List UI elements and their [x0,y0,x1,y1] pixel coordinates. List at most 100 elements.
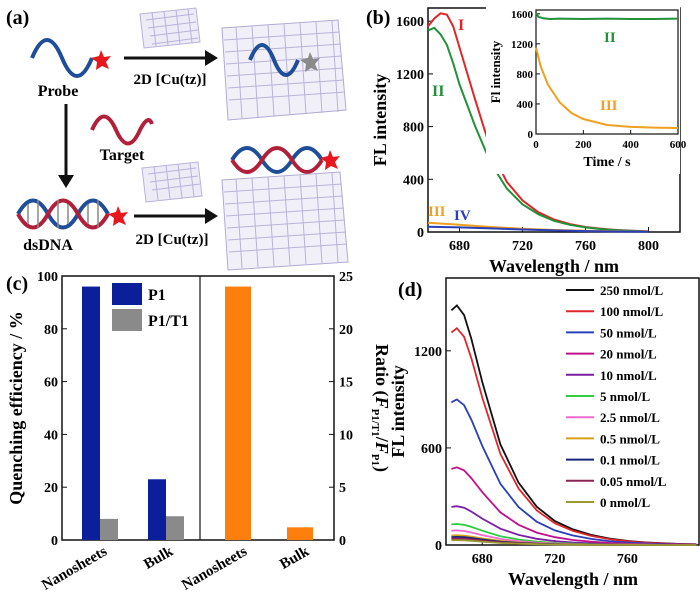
bar-nanosheets-p1-t1 [100,518,118,540]
ratio-bar-bulk [287,527,313,540]
legend-label-d: 0.05 nmol/L [600,474,667,489]
y-tick-label-c-right: 25 [339,270,353,285]
target-label: Target [100,147,145,164]
series-line-IV [427,225,649,233]
ratio-bar-nanosheets [225,286,251,540]
released-dsdna-icon [230,146,324,174]
series-label-I: I [458,17,464,34]
y-axis-label-d: FL intensity [388,365,408,458]
y-tick-label-d: 1200 [414,345,442,360]
y-tick-label-c-right: 20 [339,323,353,338]
x-axis-label-inset: Time / s [583,155,631,170]
y-tick-label-b: 1600 [396,15,424,30]
mof-sheet-small-bottom-icon [141,161,203,203]
mof-label-bottom: 2D [Cu(tz)] [136,232,209,248]
series-label-II: II [432,83,444,100]
legend-label-d: 10 nmol/L [600,368,657,383]
target-strand-icon [90,114,154,146]
series-line-II [427,26,649,233]
released-dsdna-fluorophore-icon [320,150,340,170]
chart-b-inset: 0 400 800 1200 1600 0 200 400 600 Time / s Fl inte… [486,6,687,174]
panel-c-label: (c) [6,273,28,295]
adsorbed-probe-strand-icon [248,43,300,77]
panel-b-label: (b) [366,7,390,29]
dsdna-label: dsDNA [23,237,73,254]
panel-a-label: (a) [6,7,29,29]
x-axis-label-d: Wavelength / nm [508,569,638,589]
y-tick-label-inset: 800 [517,69,534,81]
dsdna-double-helix-icon [16,198,110,230]
x-tick-label-d: 760 [617,552,638,567]
y-tick-label-b: 800 [403,121,424,136]
x-tick-label-d: 720 [544,552,565,567]
plot-frame-inset [535,9,679,135]
chart-c-legend: P1 P1/T1 [112,283,189,331]
panel-c: (c) 0 20 40 60 80 100 0 5 10 15 20 25 Quenching effi… [6,270,392,594]
y-tick-label-c-right: 0 [339,534,346,549]
bar-bulk-p1 [148,479,166,540]
panel-d: (d) 0 600 1200 680 720 760 Wavelength / nm FL i… [388,277,700,589]
y-tick-label-c-left: 0 [51,534,58,549]
y-axis-label-c-left: Quenching efficiency / % [6,311,26,504]
panel-a: (a) Probe 2D [Cu(tz)] Target [6,7,349,271]
legend-label-d: 20 nmol/L [600,347,657,362]
panel-b: (b) 0 400 800 1200 1600 680 720 760 800 Wavelengt… [366,6,687,276]
spectrum-line-10 [451,539,697,546]
inset-label-III: III [600,98,618,114]
legend-label-d: 0 nmol/L [600,495,651,510]
legend-label-d: 2.5 nmol/L [600,410,660,425]
inset-series-line-II [535,12,679,21]
x-tick-label-d: 680 [472,552,493,567]
inset-series-line-III [535,47,679,129]
series-label-III: III [428,204,446,220]
mof-label-top: 2D [Cu(tz)] [134,72,207,88]
y-tick-label-c-left: 80 [44,323,58,338]
y-tick-label-c-left: 60 [44,376,58,391]
arrow-right-top-head-icon [205,50,218,66]
y-axis-label-b: FL intensity [370,74,390,167]
legend-label-d: 250 nmol/L [600,283,664,298]
y-tick-label-c-left: 40 [44,428,58,443]
x-tick-label-inset: 0 [533,139,539,151]
y-tick-label-b: 0 [417,226,424,241]
mof-sheet-small-top-icon [139,7,201,49]
inset-background [486,6,680,174]
probe-strand-icon [30,38,94,78]
bar-bulk-p1-t1 [166,516,184,540]
dsdna-fluorophore-star-icon [108,206,128,226]
y-tick-label-inset: 0 [528,129,534,141]
legend-label-d: 5 nmol/L [600,389,651,404]
legend-label-d: 100 nmol/L [600,304,664,319]
y-tick-label-b: 400 [403,173,424,188]
x-tick-label-inset: 200 [575,139,592,151]
legend-label-d: 0.1 nmol/L [600,453,660,468]
y-tick-label-inset: 400 [517,99,534,111]
legend-label-d: 0.5 nmol/L [600,431,660,446]
y-tick-label-inset: 1600 [511,9,534,21]
x-axis-label-b: Wavelength / nm [489,256,619,276]
y-tick-label-c-right: 5 [339,481,346,496]
probe-label: Probe [38,83,79,100]
y-tick-label-c-left: 100 [37,270,58,285]
inset-label-II: II [604,30,616,46]
legend-label-d: 50 nmol/L [600,325,657,340]
x-tick-label-b: 680 [449,239,470,254]
arrow-right-bottom-head-icon [205,208,218,224]
y-axis-label-c-right: Ratio (FP1/T1/FP1) [369,344,392,472]
plot-frame-c [61,275,335,541]
chart-d: 0 600 1200 680 720 760 Wavelength / nm FL inten… [388,277,700,589]
x-tick-label-b: 760 [575,239,596,254]
y-tick-label-c-right: 15 [339,376,353,391]
x-tick-label-c-left: Bulk [141,543,176,573]
y-tick-label-d: 600 [421,442,442,457]
x-tick-label-c-left: Nanosheets [39,544,110,594]
legend-swatch-p1t1 [112,309,142,331]
mof-sheet-large-top-icon [221,19,347,121]
y-tick-label-c-left: 20 [44,481,58,496]
series-label-IV: IV [454,208,471,224]
quenched-fluorophore-icon [300,52,320,72]
y-tick-label-inset: 1200 [511,39,534,51]
y-tick-label-c-right: 10 [339,428,353,443]
y-tick-label-d: 0 [435,539,442,554]
